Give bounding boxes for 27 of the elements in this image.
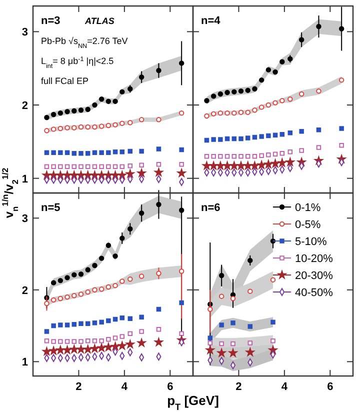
- annotation: full FCal EP: [41, 76, 89, 86]
- y-tick-label: 3: [22, 26, 28, 39]
- x-tick-label: 2: [76, 381, 82, 393]
- annotation: Pb-Pb √s$_{NN}$=2.76 TeV: [41, 36, 128, 50]
- x-tick-label: 4: [121, 381, 128, 393]
- legend-label: 40-50%: [295, 287, 334, 299]
- x-tick-label: 6: [167, 381, 174, 393]
- x-tick-label: 2: [236, 381, 242, 393]
- text: n=4: [201, 15, 222, 27]
- text: n=6: [201, 202, 220, 214]
- annotation: ATLAS: [84, 16, 114, 26]
- x-tick-label: 4: [281, 381, 288, 393]
- legend-label: 0-1%: [295, 202, 321, 214]
- x-axis-title: p$_{T}$ [GeV]: [167, 393, 219, 412]
- x-tick-label: 6: [327, 381, 334, 393]
- legend-label: 10-20%: [295, 253, 334, 265]
- y-tick-label: 2: [22, 100, 28, 112]
- y-tick-label: 3: [22, 213, 28, 226]
- legend-label: 20-30%: [295, 270, 334, 282]
- legend-label: 5-10%: [295, 236, 328, 248]
- y-tick-label: 1: [22, 173, 28, 186]
- y-tick-label: 1: [22, 356, 28, 369]
- legend-label: 0-5%: [295, 219, 321, 231]
- annotation: L$_{int}$= 8 μb$^{-1}$ |η|<2.5: [41, 56, 114, 70]
- text: n=3: [41, 15, 60, 27]
- text: n=5: [41, 202, 60, 214]
- y-tick-label: 2: [22, 284, 28, 297]
